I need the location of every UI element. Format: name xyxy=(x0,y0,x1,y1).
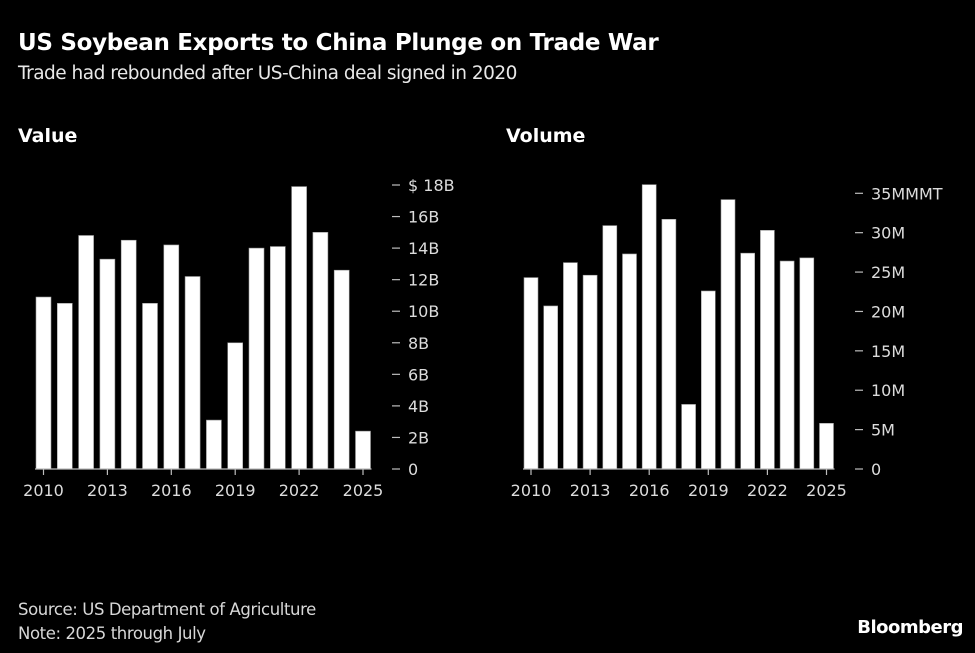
bar-2011 xyxy=(543,305,559,470)
y-tick-label: 4B xyxy=(408,397,429,416)
y-tick-label: 30M xyxy=(871,224,905,243)
y-tick-label: 16B xyxy=(408,208,439,227)
y-tick-label: 0 xyxy=(871,460,881,479)
source-note: Source: US Department of Agriculture xyxy=(18,600,316,619)
y-tick-label: 10B xyxy=(408,302,439,321)
bar-2025 xyxy=(819,423,834,470)
y-tick-label: 0 xyxy=(408,460,418,479)
bar-2023 xyxy=(779,260,795,470)
volume-panel-title: Volume xyxy=(506,125,586,147)
bar-2016 xyxy=(641,184,657,470)
x-tick-label: 2025 xyxy=(806,481,847,500)
x-tick-label: 2013 xyxy=(570,481,611,500)
bar-2024 xyxy=(799,257,815,470)
y-tick-label: 12B xyxy=(408,271,439,290)
y-tick-label: 14B xyxy=(408,239,439,258)
chart-subtitle: Trade had rebounded after US-China deal … xyxy=(18,63,517,84)
x-tick-label: 2010 xyxy=(511,481,552,500)
bar-2017 xyxy=(661,218,677,470)
x-tick-label: 2022 xyxy=(747,481,788,500)
y-tick-label: 15M xyxy=(871,342,905,361)
bar-2013 xyxy=(582,274,598,470)
bar-2015 xyxy=(622,253,637,470)
footnote: Note: 2025 through July xyxy=(18,624,206,643)
bar-2019 xyxy=(700,290,716,470)
y-tick-label: 20M xyxy=(871,302,905,321)
y-tick-label: 10M xyxy=(871,381,905,400)
bar-2010 xyxy=(523,277,539,470)
x-tick-label: 2010 xyxy=(23,481,64,500)
value-panel-title: Value xyxy=(18,125,78,147)
bar-2018 xyxy=(681,404,696,470)
x-tick-label: 2022 xyxy=(279,481,320,500)
bar-2022 xyxy=(760,230,775,470)
bar-2012 xyxy=(563,262,578,470)
y-tick-label: 8B xyxy=(408,334,429,353)
x-tick-label: 2013 xyxy=(87,481,128,500)
y-tick-label: 5M xyxy=(871,421,895,440)
bloomberg-logo: Bloomberg xyxy=(857,617,963,638)
y-tick-label: 35MMMT xyxy=(871,184,943,203)
bar-2014 xyxy=(602,225,618,470)
x-tick-label: 2019 xyxy=(688,481,729,500)
y-tick-label: 2B xyxy=(408,428,429,447)
x-tick-label: 2019 xyxy=(215,481,256,500)
x-tick-label: 2025 xyxy=(343,481,384,500)
y-tick-label: 25M xyxy=(871,263,905,282)
x-tick-label: 2016 xyxy=(629,481,670,500)
bar-2021 xyxy=(740,252,756,470)
bar-2020 xyxy=(720,199,736,470)
y-tick-label: $ 18B xyxy=(408,176,455,195)
y-tick-label: 6B xyxy=(408,365,429,384)
x-tick-label: 2016 xyxy=(151,481,192,500)
chart-title: US Soybean Exports to China Plunge on Tr… xyxy=(18,30,659,56)
